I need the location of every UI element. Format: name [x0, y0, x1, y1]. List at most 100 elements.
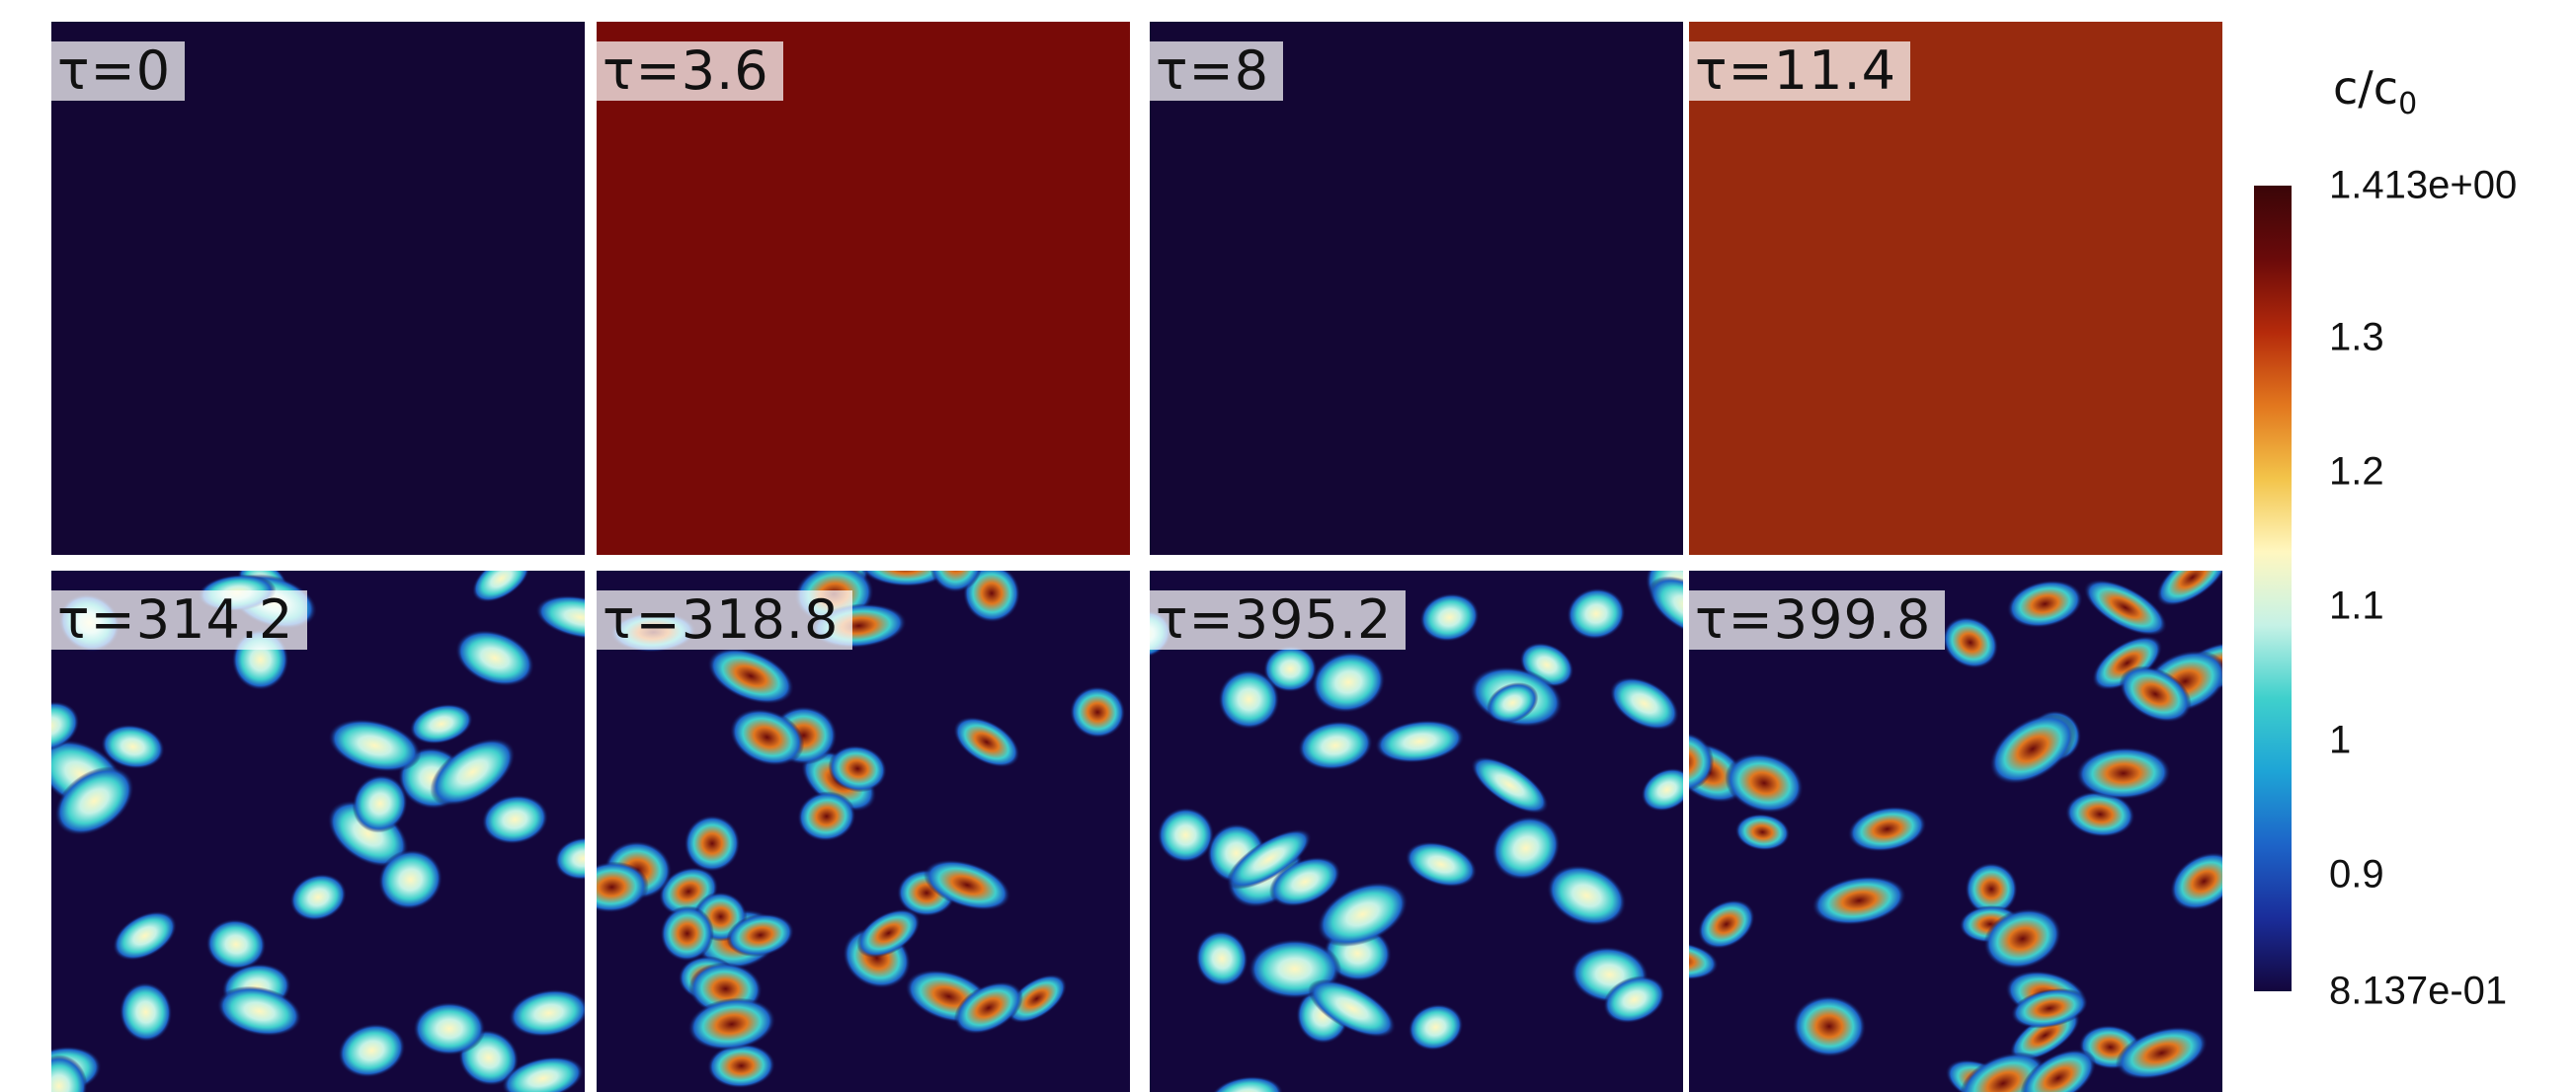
concentration-spot [828, 744, 887, 793]
colorbar-tick-label: 1.3 [2329, 315, 2384, 359]
concentration-spot [1226, 828, 1313, 890]
sim-panel-t399-8: τ=399.8 [1689, 571, 2222, 1092]
concentration-spot [2092, 635, 2163, 691]
time-label: τ=0 [51, 41, 186, 101]
concentration-spot [1641, 767, 1683, 812]
concentration-spot [413, 1001, 486, 1055]
concentration-spot [2155, 571, 2222, 607]
concentration-spot [2119, 665, 2192, 723]
concentration-spot [1697, 899, 1755, 950]
concentration-spot [1471, 756, 1549, 815]
concentration-spot [1419, 592, 1480, 643]
concentration-spot [119, 981, 173, 1043]
concentration-spot [101, 724, 165, 769]
concentration-spot [2083, 579, 2168, 637]
concentration-spot [1983, 907, 2062, 970]
concentration-spot [2115, 1026, 2209, 1080]
concentration-spot [1725, 752, 1804, 814]
sim-panel-t3-6: τ=3.6 [597, 22, 1130, 555]
concentration-spot [660, 905, 714, 962]
time-label: τ=3.6 [597, 41, 783, 101]
concentration-spot [51, 701, 80, 751]
colorbar-title: c/c0 [2333, 61, 2418, 122]
colorbar-tick-label: 1 [2329, 718, 2352, 762]
sim-panel-t318-8: τ=318.8 [597, 571, 1130, 1092]
concentration-spot [216, 985, 302, 1037]
concentration-spot [289, 873, 347, 921]
concentration-spot [1734, 814, 1791, 851]
concentration-spot [1408, 1003, 1464, 1052]
pattern-svg [1689, 571, 2222, 1092]
concentration-spot [1792, 995, 1867, 1057]
concentration-spot [1405, 841, 1478, 888]
concentration-spot [923, 859, 1011, 911]
concentration-spot [1268, 856, 1341, 907]
concentration-spot [2006, 580, 2083, 628]
concentration-spot [54, 766, 134, 836]
sim-panel-t0: τ=0 [51, 22, 585, 555]
concentration-spot [858, 571, 950, 587]
concentration-spot [328, 719, 422, 773]
pattern-svg [597, 571, 1130, 1092]
concentration-spot [1847, 806, 1927, 852]
concentration-spot [2064, 791, 2135, 838]
concentration-spot [1965, 862, 2018, 916]
concentration-spot [352, 774, 408, 833]
concentration-spot [535, 594, 585, 640]
time-label: τ=11.4 [1689, 41, 1910, 101]
concentration-spot [338, 1023, 406, 1078]
concentration-spot [953, 716, 1020, 768]
concentration-spot [2075, 746, 2171, 800]
concentration-spot [684, 815, 741, 873]
concentration-spot [1547, 865, 1627, 927]
concentration-spot [953, 981, 1023, 1035]
concentration-spot [1317, 882, 1409, 947]
concentration-spot [1006, 974, 1068, 1024]
concentration-spot [481, 794, 549, 845]
time-label: τ=8 [1150, 41, 1284, 101]
concentration-spot [2020, 1049, 2097, 1092]
time-label: τ=395.2 [1150, 590, 1407, 650]
concentration-spot [1989, 713, 2076, 785]
colorbar-tick-label: 1.2 [2329, 449, 2384, 494]
concentration-spot [726, 913, 795, 958]
panel-fill [597, 22, 1130, 555]
panel-fill [1150, 22, 1683, 555]
colorbar [2254, 186, 2292, 991]
concentration-spot [597, 861, 649, 913]
concentration-spot [554, 836, 585, 881]
concentration-spot [2170, 851, 2222, 911]
concentration-spot [1263, 645, 1318, 693]
concentration-spot [1648, 576, 1683, 638]
concentration-spot [1811, 876, 1907, 926]
sim-panel-t314-2: τ=314.2 [51, 571, 585, 1092]
concentration-spot [2010, 987, 2089, 1029]
sim-panel-t11-4: τ=11.4 [1689, 22, 2222, 555]
concentration-spot [1374, 720, 1465, 763]
concentration-spot [205, 918, 267, 971]
concentration-spot [1603, 975, 1666, 1024]
concentration-spot [1609, 676, 1679, 731]
concentration-spot [1157, 807, 1215, 863]
concentration-spot [1689, 732, 1715, 792]
concentration-spot [707, 1043, 775, 1089]
concentration-spot [471, 571, 530, 603]
concentration-spot [1297, 721, 1373, 771]
panel-fill [51, 22, 585, 555]
concentration-spot [1311, 651, 1386, 714]
concentration-spot [1218, 669, 1280, 730]
panel-fill [1689, 22, 2222, 555]
cropped-caption [0, 0, 2576, 16]
time-label: τ=318.8 [597, 590, 853, 650]
concentration-spot [856, 908, 921, 958]
concentration-spot [729, 708, 805, 766]
concentration-spot [377, 849, 443, 910]
concentration-spot [501, 1055, 585, 1092]
concentration-spot [928, 571, 984, 593]
colorbar-tick-label: 1.1 [2329, 584, 2384, 628]
concentration-spot [707, 648, 794, 705]
concentration-spot [1959, 1052, 2048, 1092]
concentration-spot [1195, 930, 1248, 987]
concentration-spot [1070, 685, 1126, 739]
concentration-spot [51, 1054, 88, 1092]
